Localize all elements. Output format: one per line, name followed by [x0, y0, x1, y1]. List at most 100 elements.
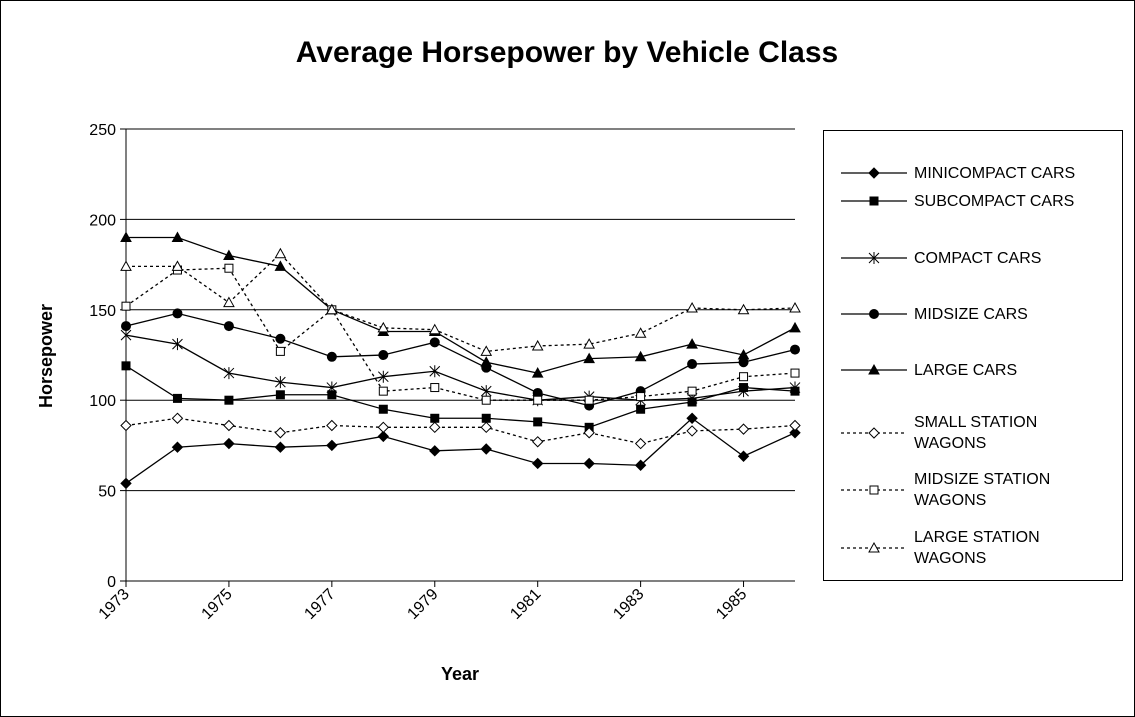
- marker: [223, 367, 235, 380]
- marker: [171, 260, 184, 271]
- marker: [583, 427, 595, 439]
- marker: [636, 392, 646, 402]
- legend-entry: COMPACT CARS: [824, 237, 1124, 279]
- marker: [480, 356, 493, 367]
- x-axis-label: Year: [441, 664, 479, 684]
- marker: [868, 167, 880, 179]
- marker: [789, 321, 801, 333]
- marker: [172, 308, 183, 319]
- y-tick-label: 50: [98, 484, 116, 501]
- marker: [583, 352, 596, 364]
- legend-entry: LARGE STATION WAGONS: [824, 527, 1124, 569]
- legend-entry: SMALL STATION WAGONS: [824, 412, 1124, 454]
- legend-swatch: [841, 485, 907, 495]
- marker: [378, 386, 388, 396]
- marker: [533, 417, 543, 427]
- legend-entry: MINICOMPACT CARS: [824, 152, 1124, 194]
- marker: [274, 441, 287, 453]
- marker: [739, 372, 749, 382]
- marker: [686, 338, 698, 349]
- legend-label: SUBCOMPACT CARS: [914, 192, 1075, 210]
- marker: [869, 485, 879, 495]
- y-tick-label: 100: [89, 393, 116, 410]
- marker: [172, 338, 183, 351]
- marker: [533, 395, 543, 405]
- marker: [171, 441, 184, 453]
- marker: [789, 427, 801, 439]
- series-line: [125, 417, 796, 484]
- marker: [120, 419, 132, 432]
- marker: [531, 436, 544, 448]
- marker: [224, 263, 234, 273]
- legend-swatch: [841, 252, 907, 264]
- marker: [274, 247, 287, 259]
- legend-label: MIDSIZE CARS: [914, 305, 1028, 323]
- marker: [429, 421, 441, 434]
- marker: [789, 419, 801, 432]
- marker: [868, 364, 880, 375]
- marker: [120, 231, 132, 242]
- chart-title: Average Horsepower by Vehicle Class: [296, 36, 838, 69]
- legend-swatch: [841, 196, 907, 206]
- marker: [868, 252, 880, 264]
- marker: [737, 348, 750, 360]
- marker: [171, 231, 184, 242]
- legend-swatch: [841, 309, 907, 319]
- marker: [120, 329, 132, 342]
- legend-entry: LARGE CARS: [824, 349, 1124, 391]
- marker: [789, 301, 801, 313]
- marker: [120, 260, 132, 271]
- marker: [789, 381, 801, 394]
- marker: [223, 249, 235, 261]
- marker: [790, 368, 800, 378]
- series-line: [126, 252, 796, 353]
- marker: [686, 301, 698, 313]
- marker: [377, 321, 390, 333]
- marker: [686, 412, 698, 424]
- marker: [120, 477, 132, 490]
- marker: [737, 423, 750, 435]
- marker: [531, 339, 544, 351]
- marker: [480, 385, 492, 398]
- legend-label: MINICOMPACT CARS: [914, 164, 1076, 182]
- marker: [223, 419, 235, 432]
- marker: [172, 393, 182, 403]
- marker: [868, 427, 880, 439]
- marker: [481, 395, 491, 405]
- marker: [430, 383, 440, 393]
- marker: [531, 457, 544, 470]
- marker: [325, 303, 338, 315]
- marker: [223, 437, 235, 450]
- legend-label: MIDSIZE STATION WAGONS: [914, 471, 1051, 509]
- marker: [584, 395, 594, 405]
- marker: [429, 337, 440, 348]
- marker: [377, 430, 390, 443]
- legend-label: COMPACT CARS: [914, 249, 1042, 267]
- y-axis-label: Horsepower: [36, 304, 56, 408]
- legend-swatch: [841, 364, 907, 375]
- series-line: [125, 334, 796, 401]
- y-tick-label: 200: [89, 212, 116, 229]
- marker: [480, 421, 492, 434]
- marker: [429, 365, 441, 378]
- marker: [480, 443, 492, 455]
- y-tick-label: 250: [89, 122, 116, 139]
- legend-swatch: [841, 542, 907, 553]
- marker: [121, 361, 131, 371]
- marker: [275, 390, 285, 400]
- marker: [121, 301, 131, 311]
- marker: [636, 404, 646, 414]
- marker: [583, 338, 596, 349]
- legend-swatch: [841, 427, 907, 439]
- marker: [428, 323, 441, 335]
- marker: [687, 359, 698, 370]
- marker: [275, 333, 286, 344]
- marker: [687, 386, 697, 396]
- series-line: [125, 417, 796, 445]
- marker: [634, 350, 647, 362]
- marker: [737, 450, 750, 462]
- series-line: [125, 365, 796, 428]
